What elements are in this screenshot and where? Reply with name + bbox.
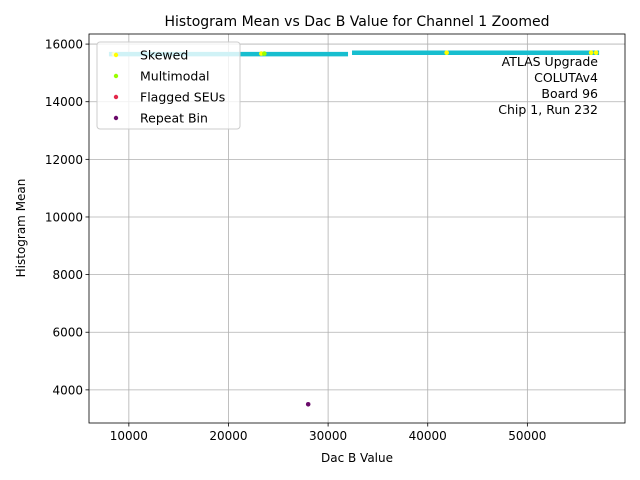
multimodal-point [262,51,267,56]
legend-label: Skewed [140,48,188,63]
skewed-point [444,50,449,56]
legend-marker [113,73,119,79]
y-axis-label: Histogram Mean [14,179,28,278]
skewed-point [593,50,599,56]
y-tick-label: 14000 [45,95,83,109]
legend-label: Multimodal [140,69,209,84]
legend: Skewed Multimodal Flagged SEUs Repeat Bin [96,41,241,130]
plot-frame [88,33,626,424]
annotation-line: Board 96 [541,86,598,101]
annotation-line: COLUTAv4 [534,70,598,85]
annotation-line: Chip 1, Run 232 [498,102,598,117]
repeat-bin-point [305,401,311,407]
skewed-point [588,50,594,56]
x-axis-label: Dac B Value [321,451,393,465]
x-tick-label: 40000 [409,429,447,443]
axis-ticks: 10000 20000 30000 40000 50000 4000 6000 8000 100… [45,38,547,443]
y-tick-label: 4000 [52,383,83,397]
legend-box [96,41,241,130]
y-tick-label: 6000 [52,326,83,340]
y-tick-label: 10000 [45,210,83,224]
x-tick-label: 30000 [309,429,347,443]
legend-label: Flagged SEUs [140,90,225,105]
annotation-line: ATLAS Upgrade [502,54,599,69]
x-tick-label: 10000 [110,429,148,443]
grid [89,34,625,423]
y-tick-label: 16000 [45,38,83,52]
legend-marker [113,94,119,100]
x-tick-label: 20000 [209,429,247,443]
legend-marker [113,115,119,121]
x-tick-label: 50000 [508,429,546,443]
y-tick-label: 8000 [52,268,83,282]
legend-label: Repeat Bin [140,111,208,126]
chart-title: Histogram Mean vs Dac B Value for Channe… [165,14,550,30]
y-tick-label: 12000 [45,153,83,167]
legend-marker [113,52,119,58]
